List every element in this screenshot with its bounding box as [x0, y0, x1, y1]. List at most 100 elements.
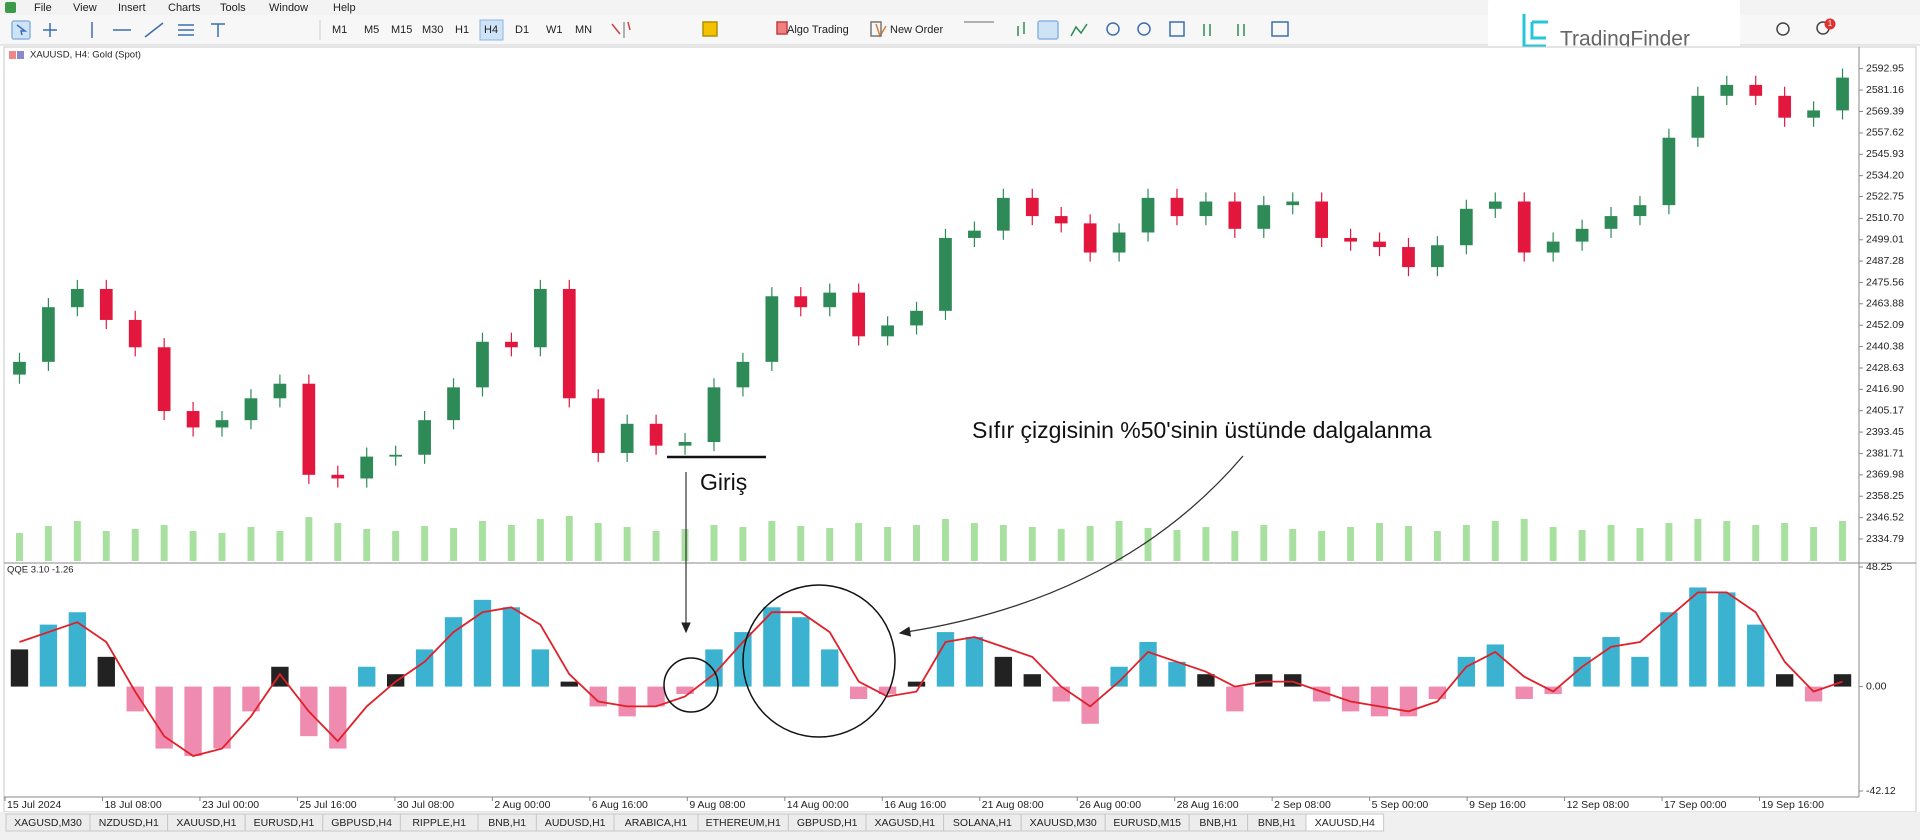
candle-body [1344, 237, 1357, 242]
timeframe-button[interactable]: M5 [364, 24, 379, 36]
y-tick-label: 2405.17 [1866, 405, 1904, 417]
tab-label: EURUSD,M15 [1113, 817, 1181, 829]
volume-bar [1404, 526, 1412, 561]
new-order-button[interactable]: New Order [890, 24, 944, 36]
volume-bar [1549, 527, 1557, 561]
candle-body [331, 474, 345, 479]
candle-body [186, 411, 200, 428]
tab[interactable] [1305, 813, 1385, 832]
tab-label: XAGUSD,H1 [874, 817, 935, 829]
volume-bar [884, 527, 892, 561]
qqe-bar [1110, 666, 1128, 687]
indicator-title: QQE 3.10 -1.26 [7, 565, 74, 576]
qqe-bar [386, 674, 405, 687]
x-tick-label: 18 Jul 08:00 [104, 799, 161, 811]
wave-label: Sıfır çizgisinin %50'sinin üstünde dalga… [972, 417, 1432, 443]
qqe-bar [444, 617, 463, 687]
timeframe-button[interactable]: MN [575, 24, 592, 36]
y-tick-label: 2475.56 [1866, 276, 1904, 288]
tab-label: BNB,H1 [1258, 817, 1296, 829]
qqe-bar [1833, 674, 1852, 687]
candle-body [157, 347, 171, 412]
qqe-bar [1284, 674, 1302, 687]
candle-body [1373, 241, 1386, 248]
candle-body [1112, 232, 1126, 253]
candle-body [128, 319, 142, 348]
x-tick-label: 12 Sep 08:00 [1567, 799, 1630, 811]
qqe-bar [763, 607, 781, 687]
candle-body [1720, 84, 1734, 96]
qqe-bar [1515, 686, 1533, 699]
volume-bar [44, 526, 52, 561]
menu-item[interactable]: Insert [118, 2, 146, 14]
menu-item[interactable]: Window [269, 2, 308, 14]
qqe-bar [647, 686, 665, 707]
tab-label: XAUUSD,H4 [1315, 817, 1375, 829]
timeframe-button[interactable]: M1 [332, 24, 347, 36]
qqe-bar [68, 612, 87, 687]
qqe-bar [1457, 656, 1476, 687]
qqe-bar [907, 681, 926, 687]
candle-body [1025, 197, 1039, 217]
volume-bar [536, 519, 544, 561]
menu-item[interactable]: Tools [220, 2, 246, 14]
volume-bar [1260, 525, 1268, 561]
tab-label: BNB,H1 [1199, 817, 1237, 829]
x-tick-label: 2 Aug 00:00 [494, 799, 550, 811]
y-tick-label: 2545.93 [1866, 148, 1904, 160]
tab-label: AUDUSD,H1 [545, 817, 606, 829]
y-tick-label: 2416.90 [1866, 383, 1904, 395]
x-tick-label: 9 Aug 08:00 [689, 799, 745, 811]
volume-bar [1607, 525, 1615, 561]
timeframe-button[interactable]: D1 [515, 24, 529, 36]
volume-bar [1086, 526, 1094, 561]
candle-body [823, 292, 837, 308]
timeframe-button[interactable]: H4 [484, 24, 498, 36]
volume-bar [1781, 523, 1789, 561]
indicator-y-tick-label: -42.12 [1866, 785, 1896, 797]
candle-body [939, 237, 952, 311]
volume-bar [623, 527, 631, 561]
volume-bar [131, 529, 139, 561]
qqe-bar [329, 686, 347, 749]
qqe-bar [1660, 612, 1678, 687]
volume-bar [1202, 527, 1210, 561]
x-tick-label: 6 Aug 16:00 [592, 799, 648, 811]
timeframe-button[interactable]: H1 [455, 24, 469, 36]
x-tick-label: 9 Sep 16:00 [1469, 799, 1526, 811]
qqe-bar [242, 686, 260, 712]
x-tick-label: 17 Sep 00:00 [1664, 799, 1727, 811]
active-timeframe [479, 19, 504, 41]
search-icon[interactable] [1776, 22, 1790, 36]
timeframe-button[interactable]: M30 [422, 24, 443, 36]
volume-bar [1376, 523, 1384, 561]
tab-label: RIPPLE,H1 [412, 817, 466, 829]
volume-bar [1752, 525, 1760, 561]
qqe-bar [1341, 686, 1360, 712]
candle-body [1836, 77, 1849, 111]
qqe-bar [1544, 686, 1562, 695]
candle-body [1257, 205, 1271, 229]
menu-item[interactable]: View [73, 2, 97, 14]
qqe-bar [10, 649, 29, 687]
volume-bar [189, 531, 197, 561]
volume-bar [1723, 521, 1731, 561]
tab-label: EURUSD,H1 [254, 817, 315, 829]
badge-count: 1 [1828, 19, 1833, 28]
timeframe-button[interactable]: W1 [546, 24, 563, 36]
tab-label: GBPUSD,H1 [797, 817, 858, 829]
timeframe-button[interactable]: M15 [391, 24, 412, 36]
candle-body [1170, 197, 1184, 217]
volume-bar [1057, 529, 1065, 561]
indicator-y-tick-label: 0.00 [1866, 680, 1887, 692]
qqe-bar [1370, 686, 1389, 717]
menu-item[interactable]: File [34, 2, 52, 14]
x-tick-label: 21 Aug 08:00 [982, 799, 1044, 811]
volume-bar [913, 525, 921, 561]
algo-trading-button[interactable]: Algo Trading [787, 24, 849, 36]
qqe-bar [1718, 592, 1736, 687]
menu-item[interactable]: Help [333, 2, 356, 14]
plot: 2592.95 2581.16 2569.39 2557.62 2545.93 2534.… [4, 62, 1904, 811]
x-tick-label: 23 Jul 00:00 [202, 799, 259, 811]
menu-item[interactable]: Charts [168, 2, 201, 14]
